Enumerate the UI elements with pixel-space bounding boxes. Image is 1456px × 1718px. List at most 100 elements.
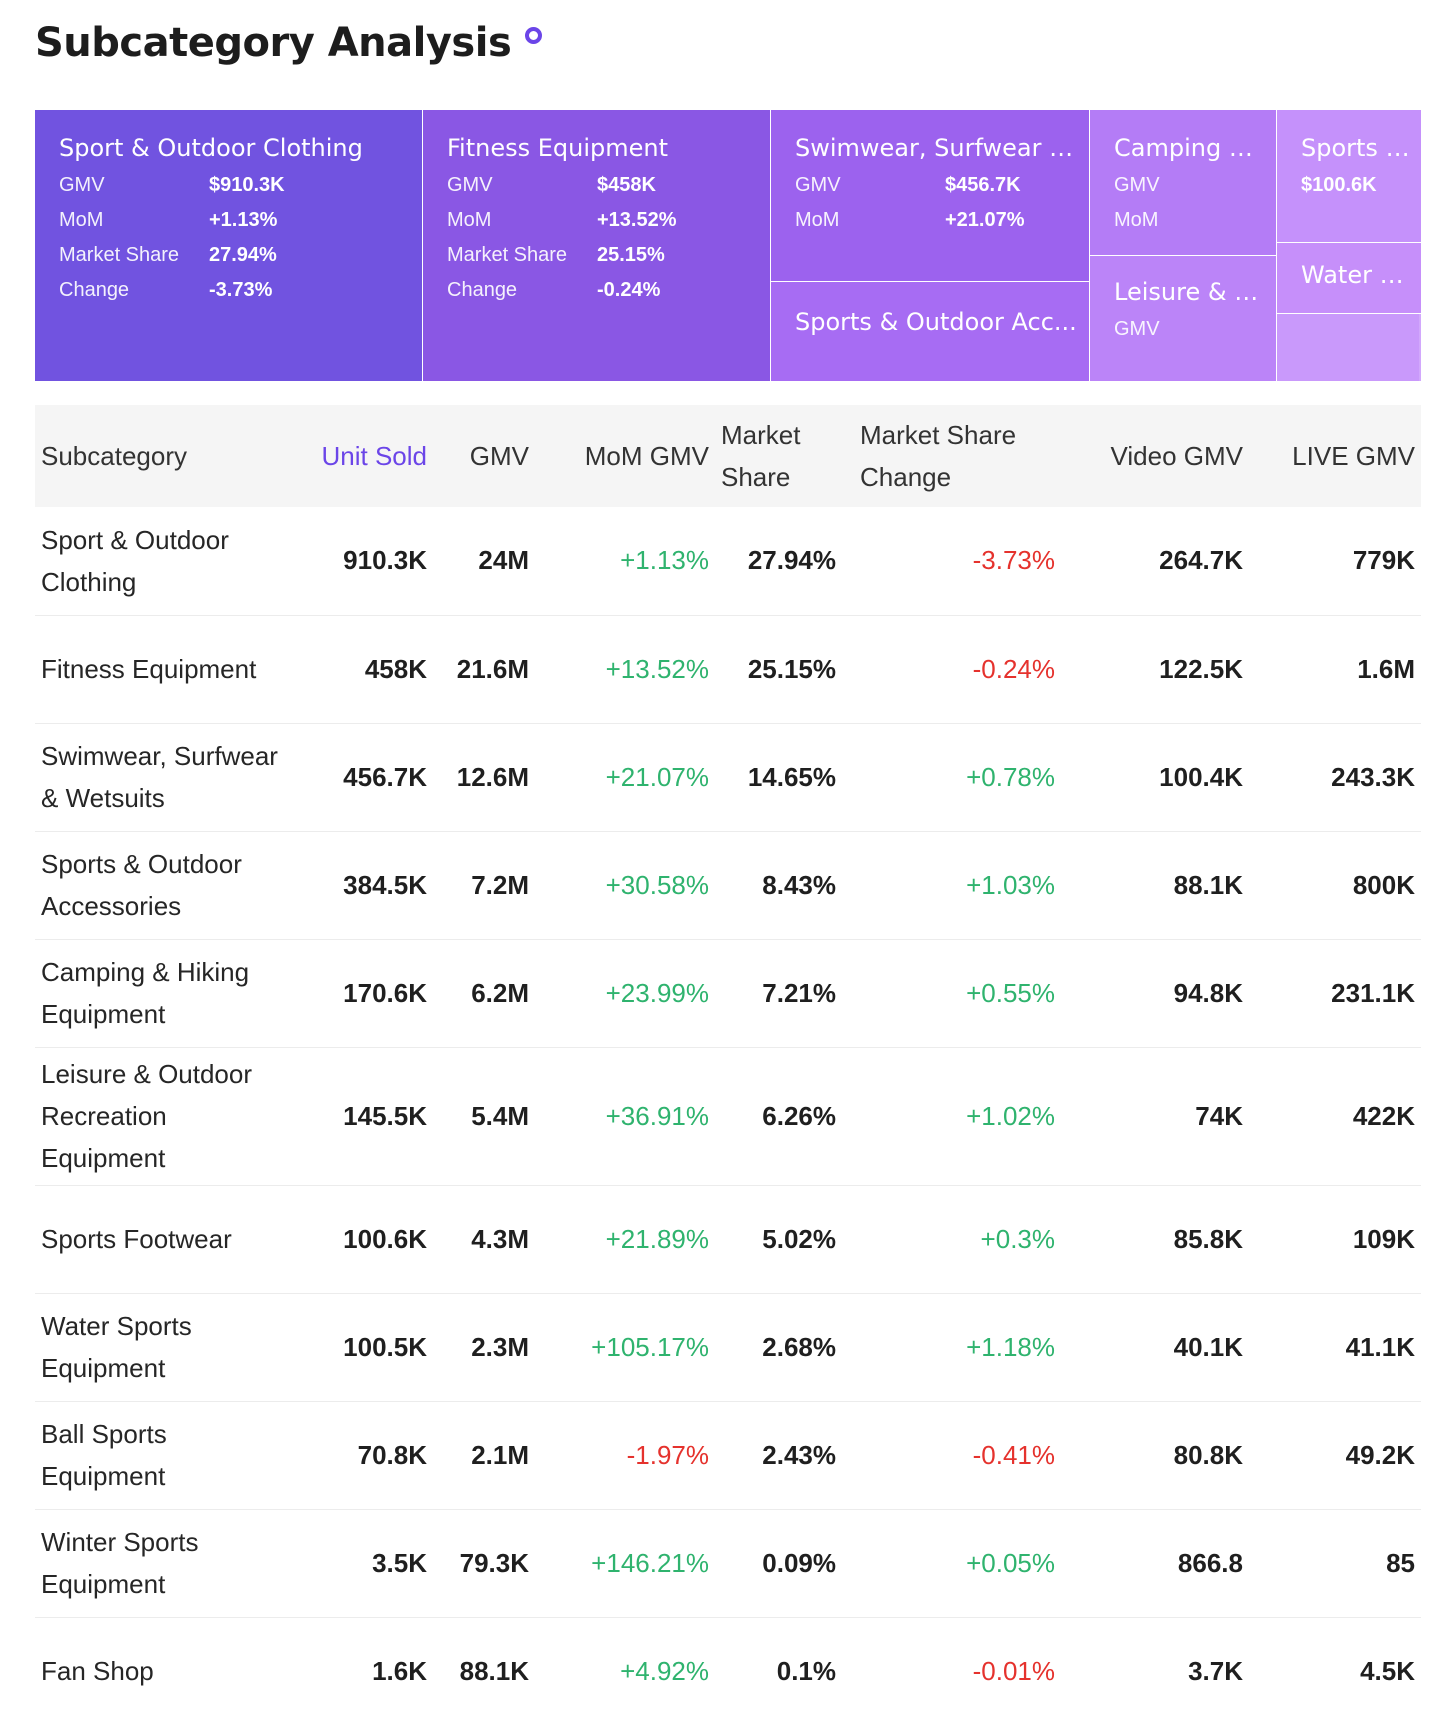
tile-value: -0.24%: [597, 279, 661, 301]
table-row[interactable]: Ball Sports Equipment 70.8K 2.1M -1.97% 2.43…: [35, 1401, 1421, 1510]
cell-unit-sold: 384.5K: [295, 831, 433, 940]
cell-live-gmv: 85: [1249, 1509, 1421, 1618]
tile-name: Leisure & O...: [1114, 278, 1275, 306]
table-row[interactable]: Sport & Outdoor Clothing 910.3K 24M +1.13% 2…: [35, 507, 1421, 616]
cell-subcategory: Fitness Equipment: [35, 615, 295, 724]
cell-live-gmv: 422K: [1249, 1047, 1421, 1186]
treemap-tile-swimwear[interactable]: Swimwear, Surfwear &... GMV $456.7K MoM +2…: [771, 110, 1089, 281]
treemap-tile-camping[interactable]: Camping &... GMV MoM: [1090, 110, 1276, 255]
treemap-tile-water-sports[interactable]: Water S...: [1277, 243, 1421, 313]
table-row[interactable]: Camping & Hiking Equipment 170.6K 6.2M +23.…: [35, 939, 1421, 1048]
col-header-subcategory: Subcategory: [41, 441, 187, 471]
cell-market-share: 0.1%: [715, 1617, 842, 1718]
cell-subcategory: Fan Shop: [35, 1617, 295, 1718]
col-header-market-share-change[interactable]: Market Share Change: [860, 420, 1017, 492]
cell-mom-gmv: +21.89%: [535, 1185, 715, 1294]
cell-video-gmv: 80.8K: [1061, 1401, 1249, 1510]
cell-market-share-change: +1.02%: [842, 1047, 1061, 1186]
col-header-gmv[interactable]: GMV: [469, 441, 529, 471]
table-row[interactable]: Water Sports Equipment 100.5K 2.3M +105.17%…: [35, 1293, 1421, 1402]
cell-market-share: 27.94%: [715, 507, 842, 616]
table-row[interactable]: Fan Shop 1.6K 88.1K +4.92% 0.1% -0.01% 3.7K 4.5…: [35, 1617, 1421, 1718]
treemap-tile-other[interactable]: [1277, 314, 1419, 381]
cell-mom-gmv: +36.91%: [535, 1047, 715, 1186]
cell-subcategory: Leisure & Outdoor Recreation Equipment: [35, 1047, 295, 1186]
cell-market-share: 25.15%: [715, 615, 842, 724]
cell-live-gmv: 41.1K: [1249, 1293, 1421, 1402]
col-header-market-share[interactable]: Market Share: [721, 420, 801, 492]
subcategory-table: Subcategory Unit Sold GMV MoM GMV Market…: [35, 405, 1421, 1718]
page-title: Subcategory Analysis: [35, 20, 512, 66]
cell-video-gmv: 88.1K: [1061, 831, 1249, 940]
cell-gmv: 2.3M: [433, 1293, 535, 1402]
cell-subcategory: Sports & Outdoor Accessories: [35, 831, 295, 940]
tile-name: Fitness Equipment: [447, 134, 669, 162]
cell-market-share: 5.02%: [715, 1185, 842, 1294]
cell-mom-gmv: -1.97%: [535, 1401, 715, 1510]
table-row[interactable]: Leisure & Outdoor Recreation Equipment 14…: [35, 1047, 1421, 1186]
col-header-live-gmv[interactable]: LIVE GMV: [1292, 441, 1415, 471]
tile-value: $458K: [597, 174, 656, 196]
tile-name: Water S...: [1301, 261, 1418, 289]
cell-mom-gmv: +105.17%: [535, 1293, 715, 1402]
cell-live-gmv: 231.1K: [1249, 939, 1421, 1048]
tile-value: $910.3K: [209, 174, 285, 196]
cell-video-gmv: 100.4K: [1061, 723, 1249, 832]
col-header-mom-gmv[interactable]: MoM GMV: [584, 441, 709, 471]
cell-live-gmv: 243.3K: [1249, 723, 1421, 832]
header: Subcategory Analysis: [35, 20, 543, 66]
tile-label: GMV: [1114, 318, 1160, 340]
tile-name: Camping &...: [1114, 134, 1271, 162]
treemap-tile-sports-footwear[interactable]: Sports F... $100.6K: [1277, 110, 1421, 242]
table-body: Sport & Outdoor Clothing 910.3K 24M +1.13% 2…: [35, 507, 1421, 1718]
col-header-unit-sold[interactable]: Unit Sold: [321, 441, 428, 471]
table-row[interactable]: Swimwear, Surfwear & Wetsuits 456.7K 12.6M…: [35, 723, 1421, 832]
cell-subcategory: Sports Footwear: [35, 1185, 295, 1294]
cell-unit-sold: 100.6K: [295, 1185, 433, 1294]
col-header-video-gmv[interactable]: Video GMV: [1110, 441, 1243, 471]
tile-label: MoM: [447, 209, 492, 231]
info-circle-icon[interactable]: [525, 26, 543, 44]
cell-market-share-change: -0.41%: [842, 1401, 1061, 1510]
cell-market-share-change: -3.73%: [842, 507, 1061, 616]
table-row[interactable]: Sports Footwear 100.6K 4.3M +21.89% 5.02% +0.…: [35, 1185, 1421, 1294]
table-row[interactable]: Winter Sports Equipment 3.5K 79.3K +146.21%…: [35, 1509, 1421, 1618]
cell-mom-gmv: +146.21%: [535, 1509, 715, 1618]
cell-gmv: 79.3K: [433, 1509, 535, 1618]
cell-unit-sold: 456.7K: [295, 723, 433, 832]
cell-market-share: 7.21%: [715, 939, 842, 1048]
cell-market-share: 2.43%: [715, 1401, 842, 1510]
tile-value: +21.07%: [945, 209, 1025, 231]
cell-video-gmv: 94.8K: [1061, 939, 1249, 1048]
tile-name: Swimwear, Surfwear &...: [795, 134, 1089, 162]
cell-subcategory: Camping & Hiking Equipment: [35, 939, 295, 1048]
cell-mom-gmv: +21.07%: [535, 723, 715, 832]
treemap-tile-sport-outdoor-clothing[interactable]: Sport & Outdoor Clothing GMV $910.3K MoM +…: [35, 110, 422, 381]
treemap-tile-sports-outdoor-accessories[interactable]: Sports & Outdoor Acc...: [771, 282, 1089, 381]
cell-market-share: 8.43%: [715, 831, 842, 940]
tile-label: Change: [447, 279, 518, 301]
cell-market-share-change: +1.03%: [842, 831, 1061, 940]
tile-label: GMV: [447, 174, 493, 196]
cell-live-gmv: 779K: [1249, 507, 1421, 616]
tile-value: 25.15%: [597, 244, 665, 266]
cell-live-gmv: 49.2K: [1249, 1401, 1421, 1510]
cell-unit-sold: 1.6K: [295, 1617, 433, 1718]
cell-subcategory: Sport & Outdoor Clothing: [35, 507, 295, 616]
cell-market-share: 0.09%: [715, 1509, 842, 1618]
treemap-tile-fitness-equipment[interactable]: Fitness Equipment GMV $458K MoM +13.52% Ma…: [423, 110, 770, 381]
treemap-tile-other[interactable]: [1419, 314, 1421, 381]
tile-name: Sports & Outdoor Acc...: [795, 308, 1077, 336]
cell-unit-sold: 70.8K: [295, 1401, 433, 1510]
cell-mom-gmv: +13.52%: [535, 615, 715, 724]
cell-gmv: 88.1K: [433, 1617, 535, 1718]
cell-market-share-change: +1.18%: [842, 1293, 1061, 1402]
treemap-tile-leisure[interactable]: Leisure & O... GMV: [1090, 256, 1276, 381]
tile-value: +13.52%: [597, 209, 677, 231]
cell-market-share-change: -0.01%: [842, 1617, 1061, 1718]
cell-live-gmv: 1.6M: [1249, 615, 1421, 724]
table-row[interactable]: Sports & Outdoor Accessories 384.5K 7.2M +3…: [35, 831, 1421, 940]
cell-market-share-change: +0.05%: [842, 1509, 1061, 1618]
cell-live-gmv: 800K: [1249, 831, 1421, 940]
table-row[interactable]: Fitness Equipment 458K 21.6M +13.52% 25.15% -…: [35, 615, 1421, 724]
